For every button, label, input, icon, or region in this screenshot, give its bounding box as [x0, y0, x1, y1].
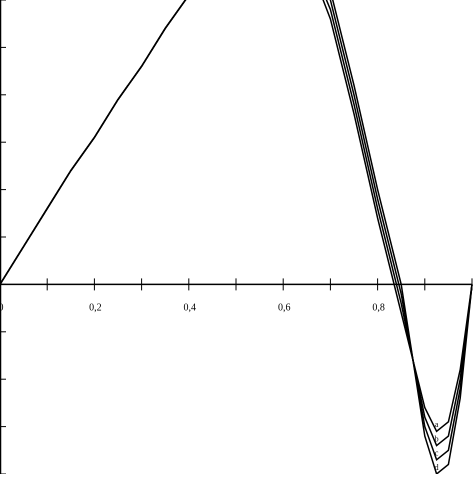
x-tick-label: 0: [0, 303, 4, 314]
x-tick-label: 0,4: [184, 303, 197, 314]
series-label: c: [435, 449, 439, 458]
series-line: [0, 0, 473, 433]
x-tick-label: 0,2: [89, 303, 102, 314]
series-line: [0, 0, 473, 447]
series-line: [0, 0, 473, 462]
x-tick-label: 0,8: [372, 303, 385, 314]
x-tick-label: 0,6: [278, 303, 291, 314]
series-label: a: [435, 420, 439, 429]
series-label: b: [435, 434, 439, 443]
series-label: d: [435, 463, 439, 472]
